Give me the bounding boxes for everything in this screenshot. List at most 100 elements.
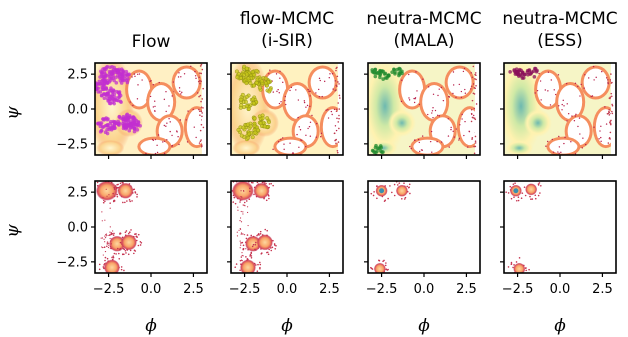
density-dot: [256, 270, 259, 273]
sample-point: [110, 96, 115, 101]
density-dot: [106, 195, 108, 197]
density-dot: [109, 246, 111, 248]
density-dot: [157, 134, 160, 136]
density-dot: [245, 248, 247, 250]
sample-point: [243, 99, 248, 104]
density-dot: [320, 132, 323, 135]
sample-point: [244, 81, 249, 86]
sample-point: [247, 131, 252, 136]
density-dot: [169, 130, 171, 133]
density-dot: [199, 72, 201, 74]
sample-point: [251, 101, 256, 106]
density-dot: [438, 115, 441, 117]
density-dot: [251, 274, 253, 276]
density-dot: [134, 233, 137, 235]
x-axis-label: ϕ: [281, 316, 293, 336]
sample-point: [111, 88, 116, 92]
density-dot: [538, 182, 541, 184]
panel-title-line: flow-MCMC: [240, 9, 334, 29]
density-dot: [130, 229, 132, 231]
density-dot: [104, 200, 106, 203]
sample-point: [529, 71, 533, 76]
density-dot: [202, 87, 204, 90]
density-dot: [137, 244, 140, 247]
density-dot: [242, 278, 244, 280]
sample-point: [266, 120, 271, 125]
sample-point: [105, 131, 110, 136]
density-peak: [379, 188, 385, 194]
density-dot: [373, 191, 375, 193]
density-dot: [276, 90, 278, 93]
density-dot: [109, 207, 111, 209]
density-dot: [249, 190, 251, 193]
density-dot: [338, 114, 340, 117]
density-dot: [309, 95, 311, 97]
density-dot: [109, 237, 111, 240]
density-dot: [239, 247, 241, 249]
density-dot: [510, 197, 513, 200]
density-dot: [432, 93, 435, 96]
density-dot: [558, 135, 560, 138]
sample-point: [102, 96, 107, 101]
density-dot: [470, 72, 472, 74]
density-dot: [534, 92, 536, 94]
sample-point: [374, 70, 379, 75]
y-tick-label: 0.0: [67, 221, 88, 236]
density-dot: [472, 83, 475, 85]
density-dot: [105, 235, 107, 237]
sample-point: [124, 116, 129, 120]
density-dot: [459, 124, 461, 126]
density-dot: [470, 108, 473, 111]
density-hole: [285, 85, 310, 120]
density-dot: [319, 79, 321, 82]
sample-point: [127, 128, 132, 133]
density-dot: [337, 102, 339, 104]
density-dot: [193, 126, 195, 128]
panel-title-line: neutra-MCMC: [366, 9, 481, 29]
density-dot: [427, 86, 430, 88]
density-dot: [272, 91, 275, 93]
density-dot: [267, 195, 270, 197]
sample-point: [244, 104, 249, 109]
density-dot: [537, 194, 540, 197]
density-dot: [315, 136, 317, 138]
density-dot: [117, 275, 119, 277]
density-dot: [309, 121, 312, 123]
density-dot: [452, 71, 455, 73]
density-dot: [136, 193, 138, 196]
density-dot: [539, 80, 542, 82]
density-dot: [389, 185, 391, 187]
density-dot: [291, 152, 294, 154]
density-dot: [600, 140, 602, 143]
density-dot: [255, 249, 257, 251]
density-dot: [403, 182, 405, 184]
density-dot: [177, 76, 180, 78]
density-dot: [329, 73, 331, 75]
density-dot: [528, 268, 530, 271]
density-dot: [547, 71, 550, 73]
sample-point: [116, 98, 120, 103]
density-dot: [376, 276, 378, 278]
density-dot: [470, 85, 473, 88]
density-dot: [471, 76, 474, 79]
density-dot: [608, 114, 611, 116]
density-dot: [417, 138, 420, 141]
density-dot: [137, 73, 139, 75]
density-dot: [436, 114, 439, 116]
density-dot: [102, 246, 104, 249]
density-dot: [414, 98, 416, 100]
density-dot: [513, 274, 515, 276]
density-dot: [318, 77, 321, 80]
density-dot: [509, 185, 512, 188]
density-dot: [525, 269, 528, 272]
density-hole: [401, 72, 424, 107]
density-dot: [432, 116, 434, 119]
density-dot: [108, 242, 110, 245]
density-dot: [239, 240, 241, 242]
sample-point: [105, 117, 110, 122]
density-dot: [152, 106, 155, 108]
density-dot: [413, 139, 416, 141]
density-dot: [104, 235, 106, 237]
density-dot: [183, 73, 186, 75]
